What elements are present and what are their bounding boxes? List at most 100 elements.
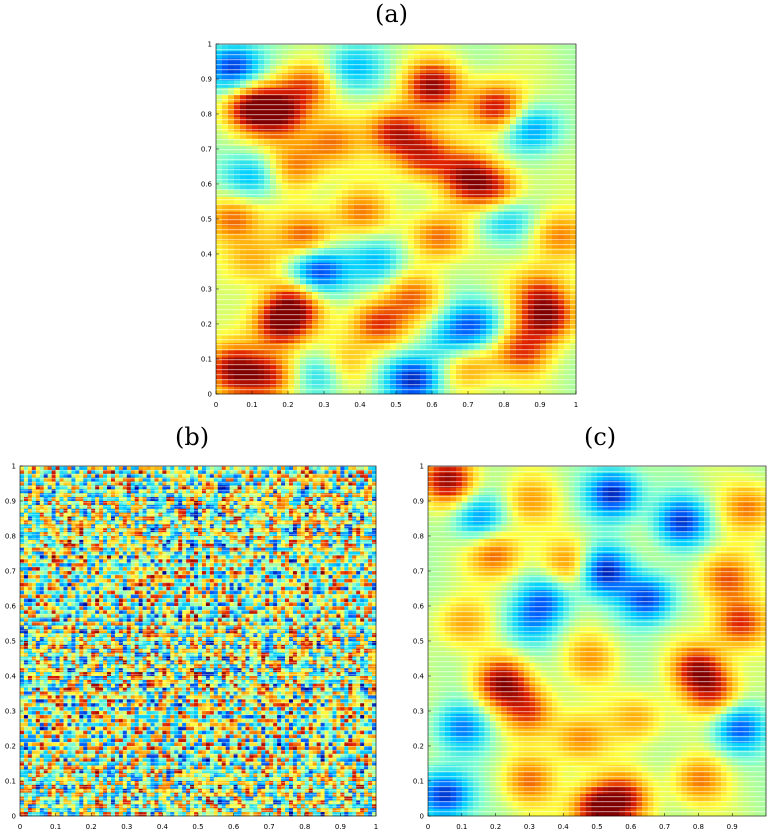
heatmap-cell [150, 497, 155, 502]
heatmap-cell [444, 372, 451, 380]
heatmap-cell [328, 469, 333, 475]
heatmap-cell [67, 501, 72, 506]
heatmap-cell [306, 167, 313, 176]
heatmap-cell [138, 489, 143, 494]
heatmap-cell [378, 372, 385, 380]
heatmap-cell [522, 182, 529, 191]
heatmap-cell [270, 95, 277, 103]
heatmap-cell [154, 466, 159, 471]
heatmap-cell [342, 124, 349, 132]
heatmap-cell [296, 520, 302, 525]
heatmap-cell [432, 116, 439, 125]
heatmap-cell [332, 536, 337, 541]
heatmap-cell [352, 485, 357, 490]
heatmap-cell [276, 357, 283, 366]
heatmap-cell [534, 211, 541, 220]
heatmap-cell [288, 153, 295, 161]
heatmap-cell [294, 116, 301, 125]
heatmap-cell [234, 167, 241, 176]
heatmap-cell [456, 291, 463, 300]
heatmap-cell [450, 73, 457, 81]
heatmap-cell [366, 299, 373, 307]
heatmap-cell [336, 284, 343, 293]
heatmap-cell [300, 539, 306, 545]
heatmap-cell [396, 153, 403, 161]
heatmap-cell [281, 532, 286, 537]
heatmap-cell [134, 508, 139, 513]
heatmap-cell [240, 109, 247, 118]
heatmap-cell [420, 44, 427, 52]
heatmap-cell [217, 528, 223, 533]
heatmap-cell [261, 524, 266, 529]
heatmap-cell [47, 508, 52, 513]
heatmap-cell [166, 520, 171, 525]
heatmap-cell [300, 233, 307, 242]
heatmap-cell [292, 497, 298, 502]
heatmap-cell [35, 512, 41, 517]
heatmap-cell [258, 197, 265, 205]
heatmap-cell [378, 95, 385, 103]
heatmap-cell [190, 524, 195, 529]
heatmap-cell [288, 197, 295, 205]
heatmap-cell [229, 485, 234, 490]
heatmap-cell [450, 248, 457, 256]
heatmap-cell [312, 532, 317, 537]
heatmap-cell [364, 477, 369, 482]
heatmap-cell [432, 262, 439, 271]
heatmap-cell [162, 501, 167, 506]
heatmap-cell [300, 379, 307, 388]
heatmap-cell [178, 493, 183, 498]
heatmap-cell [146, 489, 151, 494]
heatmap-cell [288, 524, 294, 529]
heatmap-cell [300, 508, 306, 513]
heatmap-cell [342, 386, 349, 395]
heatmap-cell [540, 306, 547, 315]
heatmap-cell [170, 512, 175, 517]
heatmap-cell [240, 233, 247, 242]
stripe-line [216, 209, 576, 211]
heatmap-cell [378, 386, 385, 395]
heatmap-cell [306, 357, 313, 366]
heatmap-cell [122, 473, 128, 478]
heatmap-cell [444, 211, 451, 220]
heatmap-cell [114, 504, 120, 510]
heatmap-cell [570, 328, 577, 336]
heatmap-cell [486, 357, 493, 366]
heatmap-cell [372, 477, 377, 482]
heatmap-cell [273, 536, 278, 541]
heatmap-cell [444, 262, 451, 271]
heatmap-cell [498, 306, 505, 315]
heatmap-cell [328, 466, 333, 471]
heatmap-cell [240, 306, 247, 315]
heatmap-cell [75, 536, 80, 541]
heatmap-cell [360, 504, 365, 510]
heatmap-cell [83, 528, 88, 533]
heatmap-cell [234, 44, 241, 52]
heatmap-cell [480, 357, 487, 366]
heatmap-cell [300, 299, 307, 307]
heatmap-cell [190, 536, 195, 541]
heatmap-cell [366, 342, 373, 351]
heatmap-cell [462, 167, 469, 176]
heatmap-cell [276, 299, 283, 307]
heatmap-cell [118, 543, 124, 548]
heatmap-cell [402, 204, 409, 213]
heatmap-cell [122, 469, 128, 475]
heatmap-cell [99, 501, 104, 506]
heatmap-cell [444, 364, 451, 373]
heatmap-cell [67, 481, 72, 486]
heatmap-cell [552, 116, 559, 125]
heatmap-cell [20, 547, 25, 552]
heatmap-cell [468, 233, 475, 242]
heatmap-cell [59, 547, 64, 552]
heatmap-cell [201, 512, 207, 517]
heatmap-cell [534, 248, 541, 256]
heatmap-cell [414, 73, 421, 81]
heatmap-cell [249, 485, 254, 490]
heatmap-cell [354, 219, 361, 227]
heatmap-cell [257, 481, 262, 486]
heatmap-cell [198, 489, 203, 494]
heatmap-cell [300, 182, 307, 191]
heatmap-cell [71, 469, 76, 475]
heatmap-cell [516, 73, 523, 81]
